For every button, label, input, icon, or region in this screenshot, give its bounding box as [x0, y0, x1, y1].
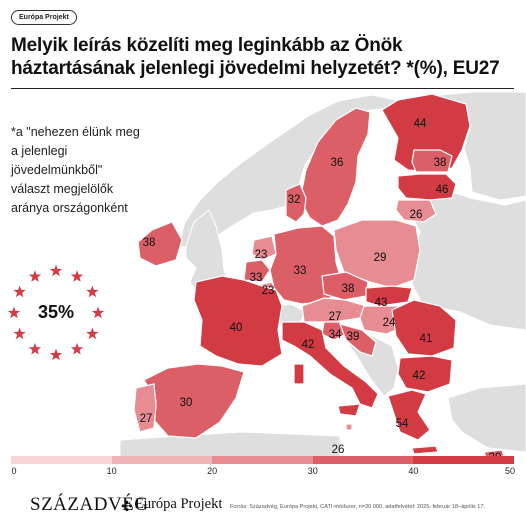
label-luxembourg: 23	[262, 285, 275, 297]
legend-swatch	[212, 456, 314, 464]
label-germany: 33	[294, 265, 307, 277]
malta	[345, 423, 353, 431]
label-finland: 44	[414, 118, 427, 130]
non-eu-land	[119, 92, 526, 458]
label-sweden: 36	[331, 157, 344, 169]
color-legend: 0 10 20 30 40 50	[11, 456, 516, 484]
crete	[411, 445, 439, 455]
legend-tick-label: 20	[207, 466, 218, 476]
footnote-line: aránya országonként	[11, 201, 128, 215]
latvia	[397, 173, 457, 201]
label-romania: 41	[420, 333, 433, 345]
slovakia	[365, 285, 413, 307]
footnote-line: *a "nehezen élünk meg	[11, 125, 140, 139]
label-denmark: 32	[288, 194, 301, 206]
turkey	[447, 383, 526, 453]
country-labels: 44 36 38 46 26 32 38 23 33 23 33 29 38 4…	[140, 118, 502, 458]
star-icon	[70, 270, 84, 282]
label-portugal: 27	[140, 413, 153, 425]
estonia	[411, 149, 453, 173]
legend-swatch	[111, 456, 213, 464]
label-czechia: 38	[342, 283, 355, 295]
eu-average-value: 35%	[37, 302, 75, 322]
star-icon	[86, 285, 99, 298]
star-icon	[49, 264, 63, 277]
legend-tick-label: 0	[11, 466, 17, 476]
legend-tick-label: 40	[408, 466, 419, 476]
norway	[177, 94, 396, 248]
logo-separator-icon: ✣	[121, 498, 133, 514]
label-austria: 27	[329, 311, 342, 323]
label-slovakia: 43	[375, 297, 388, 309]
europa-projekt-logo: Európa Projekt	[135, 496, 223, 512]
star-icon	[28, 342, 42, 355]
portugal	[133, 383, 157, 433]
footnote: *a "nehezen élünk meg a jelenlegi jövede…	[11, 123, 181, 218]
star-icon	[91, 306, 105, 319]
poland	[333, 219, 421, 289]
legend-tick-label: 30	[307, 466, 318, 476]
label-hungary: 24	[383, 317, 396, 329]
label-malta: 26	[332, 444, 345, 456]
footnote-line: a jelenlegi	[11, 144, 68, 158]
legend-swatch	[312, 456, 414, 464]
label-netherlands: 23	[255, 249, 268, 261]
star-icon	[49, 348, 63, 361]
title-divider	[11, 88, 514, 89]
bulgaria	[397, 355, 453, 393]
italy	[281, 321, 379, 409]
eu-countries	[133, 93, 505, 458]
project-badge: Európa Projekt	[11, 10, 77, 25]
star-icon	[7, 306, 21, 319]
sardinia	[293, 363, 305, 385]
legend-tick-label: 10	[106, 466, 117, 476]
footer: SZÁZADVÉG ✣ Európa Projekt Forrás: Száza…	[0, 490, 526, 526]
label-estonia: 38	[434, 157, 447, 169]
label-spain: 30	[180, 397, 193, 409]
legend-swatch	[413, 456, 515, 464]
footnote-line: jövedelmünkből"	[11, 163, 103, 177]
belgium	[243, 259, 271, 283]
label-greece: 54	[396, 418, 409, 430]
france	[193, 275, 283, 367]
star-icon	[13, 327, 26, 340]
label-belgium: 33	[250, 272, 263, 284]
footnote-line: választ megjelölők	[11, 182, 114, 196]
label-italy: 42	[302, 339, 315, 351]
label-lithuania: 26	[410, 209, 423, 221]
ireland	[137, 221, 183, 267]
label-cyprus: 39	[489, 452, 502, 458]
star-icon	[28, 270, 42, 282]
star-icon	[86, 327, 99, 340]
netherlands	[251, 235, 277, 261]
source-note: Forrás: Századvég, Európa Projekt, CATI-…	[230, 504, 486, 510]
north-africa	[119, 431, 341, 458]
sweden	[299, 107, 371, 227]
label-bulgaria: 42	[413, 370, 426, 382]
croatia	[339, 323, 377, 357]
sicily	[337, 403, 361, 417]
label-poland: 29	[374, 252, 387, 264]
label-slovenia: 34	[329, 329, 342, 341]
eu-map: 44 36 38 46 26 32 38 23 33 23 33 29 38 4…	[119, 92, 526, 458]
szazadveg-logo: SZÁZADVÉG	[30, 494, 149, 515]
star-icon	[70, 342, 84, 355]
greece	[387, 389, 431, 441]
lithuania	[395, 199, 437, 223]
romania	[391, 299, 457, 357]
label-ireland: 38	[143, 237, 156, 249]
label-croatia: 39	[347, 331, 360, 343]
finland	[381, 93, 471, 173]
page-title: Melyik leírás közelíti meg leginkább az …	[11, 35, 500, 79]
label-france: 40	[230, 322, 243, 334]
legend-swatch	[11, 456, 113, 464]
legend-tick-label: 50	[504, 466, 516, 476]
star-icon	[13, 285, 26, 298]
denmark	[285, 183, 307, 223]
label-latvia: 46	[436, 184, 449, 196]
